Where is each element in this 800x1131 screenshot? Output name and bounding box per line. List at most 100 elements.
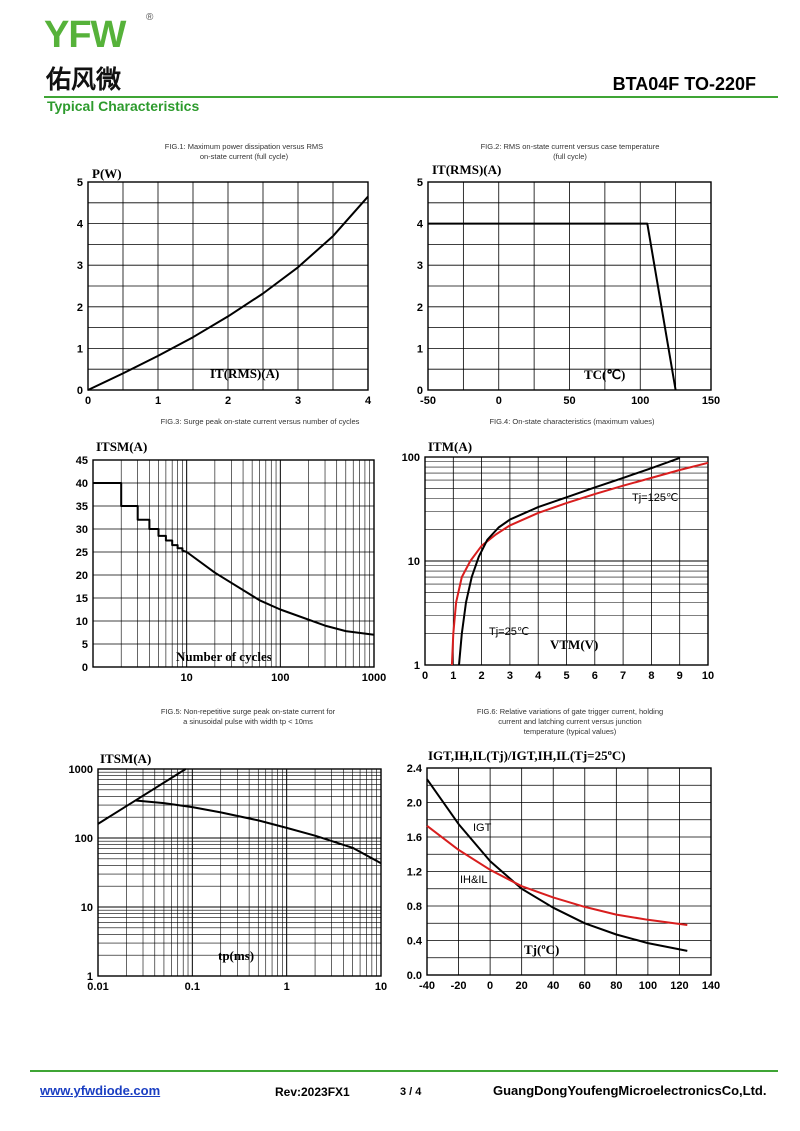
fig6-y-tick-label: 0.4	[407, 936, 423, 948]
fig4-x-tick-label: 6	[592, 670, 598, 682]
fig4-y-tick-label: 1	[414, 660, 420, 672]
footer-website-link[interactable]: www.yfwdiode.com	[40, 1083, 161, 1098]
fig6-x-tick-label: 40	[547, 980, 559, 992]
fig1-x-tick-label: 1	[155, 395, 161, 407]
fig1-caption: on-state current (full cycle)	[200, 152, 289, 161]
fig1-y-axis-label: P(W)	[92, 166, 122, 181]
section-title: Typical Characteristics	[47, 98, 200, 114]
fig5-x-tick-label: 10	[375, 981, 387, 993]
fig2-grid	[427, 181, 712, 391]
fig6-x-tick-label: -20	[451, 980, 467, 992]
fig4-x-tick-label: 9	[677, 670, 683, 682]
fig6-y-tick-label: 0.8	[407, 901, 422, 913]
fig5-y-tick-label: 1000	[69, 764, 93, 776]
fig3-grid	[92, 459, 375, 668]
fig2-x-tick-label: 50	[563, 395, 575, 407]
fig5-x-tick-label: 0.01	[87, 981, 108, 993]
fig3-y-tick-label: 40	[76, 478, 88, 490]
fig5-y-axis-label: ITSM(A)	[100, 751, 151, 766]
fig4-frame	[424, 456, 709, 666]
footer-page-number: 3 / 4	[400, 1086, 422, 1098]
fig6-series-line-1	[426, 778, 688, 952]
fig3-series-line-1	[93, 482, 375, 636]
fig5-frame	[97, 768, 382, 977]
fig3-y-tick-label: 15	[76, 593, 88, 605]
fig5-caption: FIG.5: Non-repetitive surge peak on-stat…	[161, 707, 336, 716]
fig2-x-axis-label: TC(℃)	[584, 367, 625, 382]
fig3-x-tick-label: 10	[181, 672, 193, 684]
fig1-series-line-1	[87, 195, 369, 391]
fig4-x-tick-label: 5	[563, 670, 569, 682]
fig2-caption: FIG.2: RMS on-state current versus case …	[481, 142, 660, 151]
fig5-y-tick-label: 10	[81, 902, 93, 914]
footer-revision: Rev:2023FX1	[275, 1085, 350, 1099]
fig4-curve-annotation: Tj=125℃	[632, 492, 678, 504]
fig2-chart: FIG.2: RMS on-state current versus case …	[417, 142, 720, 407]
fig6-x-axis-label: Tj(ºC)	[524, 942, 559, 957]
fig2-y-tick-label: 0	[417, 385, 423, 397]
fig4-curve-annotation: Tj=25℃	[489, 626, 529, 638]
fig2-y-tick-label: 3	[417, 260, 423, 272]
fig2-x-tick-label: 0	[496, 395, 502, 407]
fig4-y-tick-label: 100	[402, 452, 420, 464]
fig2-x-tick-label: -50	[420, 395, 436, 407]
fig4-x-tick-label: 4	[535, 670, 542, 682]
header-divider	[44, 96, 778, 98]
fig3-y-tick-label: 10	[76, 616, 88, 628]
fig6-x-tick-label: 120	[670, 980, 688, 992]
fig1-y-tick-label: 2	[77, 302, 83, 314]
fig4-chart: FIG.4: On-state characteristics (maximum…	[402, 417, 714, 682]
fig4-grid	[424, 456, 709, 666]
fig6-x-tick-label: 20	[516, 980, 528, 992]
fig2-frame	[427, 181, 712, 391]
fig6-series-line-2	[426, 825, 688, 926]
fig6-x-tick-label: -40	[419, 980, 435, 992]
fig5-chart: FIG.5: Non-repetitive surge peak on-stat…	[69, 707, 388, 993]
fig6-x-tick-label: 0	[487, 980, 493, 992]
fig4-y-axis-label: ITM(A)	[428, 439, 472, 454]
fig3-y-tick-label: 20	[76, 570, 88, 582]
fig4-x-tick-label: 7	[620, 670, 626, 682]
fig4-x-tick-label: 8	[648, 670, 654, 682]
fig2-series-line-1	[428, 222, 677, 391]
fig3-chart: FIG.3: Surge peak on-state current versu…	[76, 417, 386, 684]
fig4-y-tick-label: 10	[408, 556, 420, 568]
fig1-grid	[87, 181, 369, 391]
fig4-caption: FIG.4: On-state characteristics (maximum…	[489, 417, 655, 426]
fig1-frame	[87, 181, 369, 391]
fig6-grid	[426, 767, 712, 976]
part-number: BTA04F TO-220F	[612, 74, 756, 94]
fig3-caption: FIG.3: Surge peak on-state current versu…	[161, 417, 360, 426]
fig6-y-tick-label: 2.4	[407, 763, 423, 775]
fig6-caption: FIG.6: Relative variations of gate trigg…	[477, 707, 663, 716]
fig3-y-tick-label: 5	[82, 639, 88, 651]
logo-chinese-name: 佑风微	[46, 65, 122, 94]
fig4-series-line-2	[458, 456, 681, 666]
fig2-y-tick-label: 1	[417, 343, 423, 355]
footer-company: GuangDongYoufengMicroelectronicsCo,Ltd.	[493, 1083, 767, 1098]
fig3-x-tick-label: 100	[271, 672, 289, 684]
fig2-caption: (full cycle)	[553, 152, 587, 161]
fig1-x-tick-label: 2	[225, 395, 231, 407]
fig1-y-tick-label: 3	[77, 260, 83, 272]
fig4-x-tick-label: 3	[507, 670, 513, 682]
fig1-chart: FIG.1: Maximum power dissipation versus …	[77, 142, 372, 407]
fig6-caption: current and latching current versus junc…	[498, 717, 641, 726]
fig3-y-axis-label: ITSM(A)	[96, 439, 147, 454]
fig3-y-tick-label: 0	[82, 662, 88, 674]
fig3-y-tick-label: 30	[76, 524, 88, 536]
footer-divider	[30, 1070, 778, 1072]
fig6-curve-annotation: IGT	[473, 822, 492, 834]
fig1-y-tick-label: 1	[77, 343, 83, 355]
fig2-x-tick-label: 150	[702, 395, 720, 407]
fig2-y-tick-label: 2	[417, 302, 423, 314]
fig5-x-tick-label: 1	[284, 981, 290, 993]
fig5-grid	[97, 768, 382, 977]
fig3-y-tick-label: 25	[76, 547, 88, 559]
fig6-y-tick-label: 2.0	[407, 798, 422, 810]
fig6-frame	[426, 767, 712, 976]
fig3-x-tick-label: 1000	[362, 672, 386, 684]
fig6-y-tick-label: 1.2	[407, 867, 422, 879]
fig6-caption: temperature (typical values)	[524, 727, 617, 736]
fig5-x-axis-label: tp(ms)	[218, 948, 254, 963]
